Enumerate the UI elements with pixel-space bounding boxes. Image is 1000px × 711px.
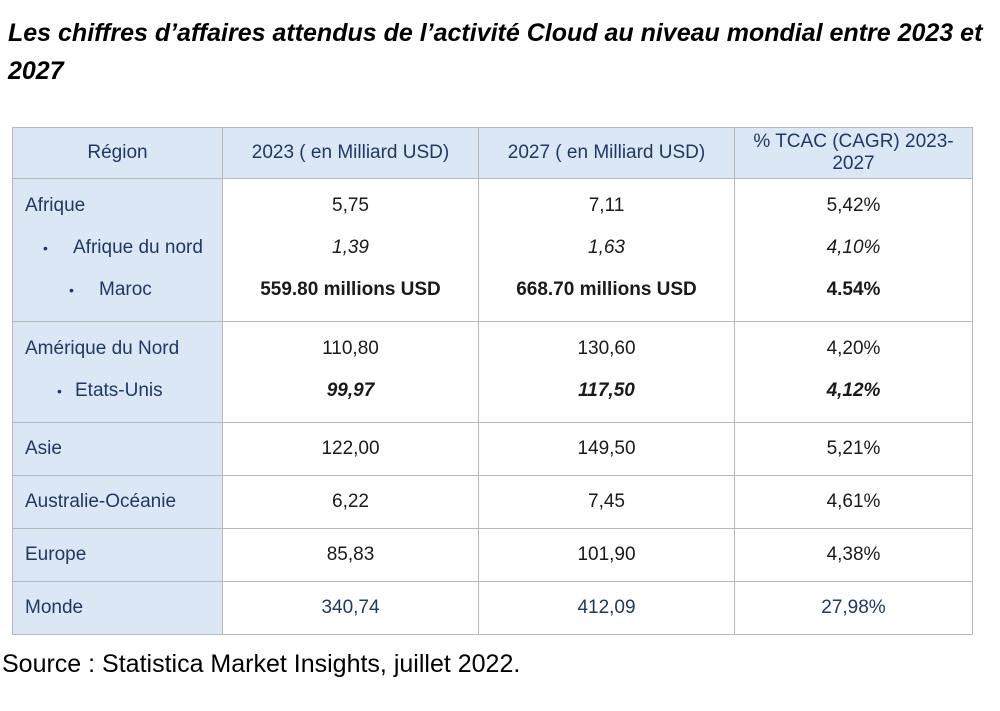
region-amerique-du-nord: Amérique du Nord [25,338,180,359]
tcac-cell-asie: 5,21% [734,422,973,476]
region-cell-australie: Australie-Océanie [12,475,223,529]
region-label: Maroc [99,279,152,300]
value-2023-amerique-du-nord: 110,80 [322,338,379,359]
bullet-icon: • [43,240,48,256]
table-row-amerique-du-nord: Amérique du Nord • Etats-Unis 110,80 99,9… [12,321,973,423]
value-2027-europe: 101,90 [577,544,636,565]
value-2023-afrique: 5,75 [332,195,369,216]
table-row-asie: Asie 122,00 149,50 5,21% [12,422,973,476]
table-row-afrique: Afrique • Afrique du nord • Maroc 5,75 1,3… [12,178,973,322]
region-cell-europe: Europe [12,528,223,582]
value-2027-afrique: 7,11 [588,195,625,216]
tcac-australie-oceanie: 4,61% [826,491,881,512]
tcac-maroc: 4.54% [826,279,881,300]
tcac-cell-amerique: 4,20% 4,12% [734,321,973,423]
value-2023-monde: 340,74 [321,597,380,618]
region-cell-afrique: Afrique • Afrique du nord • Maroc [12,178,223,322]
tcac-asie: 5,21% [826,438,881,459]
value-2027-etats-unis: 117,50 [578,380,635,401]
value-2023-europe: 85,83 [326,544,375,565]
bullet-icon: • [57,383,62,399]
header-2027: 2027 ( en Milliard USD) [478,127,735,179]
value-2027-cell-monde: 412,09 [478,581,735,635]
region-monde: Monde [25,597,84,618]
region-cell-asie: Asie [12,422,223,476]
value-2023-etats-unis: 99,97 [326,380,375,401]
value-2023-afrique-du-nord: 1,39 [332,237,369,258]
value-2023-asie: 122,00 [321,438,380,459]
region-cell-monde: Monde [12,581,223,635]
region-afrique-du-nord: • Afrique du nord [13,227,222,269]
value-2027-afrique-du-nord: 1,63 [588,237,625,258]
region-maroc: • Maroc [13,269,222,311]
region-australie-oceanie: Australie-Océanie [25,491,177,512]
header-row: Région 2023 ( en Milliard USD) 2027 ( en… [12,127,973,179]
source-note: Source : Statistica Market Insights, jui… [2,650,521,678]
value-2023-cell-monde: 340,74 [222,581,479,635]
tcac-afrique-du-nord: 4,10% [826,237,881,258]
value-2023-cell-amerique: 110,80 99,97 [222,321,479,423]
value-2027-asie: 149,50 [577,438,636,459]
tcac-cell-europe: 4,38% [734,528,973,582]
value-2027-australie-oceanie: 7,45 [588,491,625,512]
region-afrique: Afrique [25,195,86,216]
cloud-revenue-table: Région 2023 ( en Milliard USD) 2027 ( en… [12,127,973,635]
value-2023-australie-oceanie: 6,22 [332,491,369,512]
table-row-australie-oceanie: Australie-Océanie 6,22 7,45 4,61% [12,475,973,529]
value-2027-cell-australie: 7,45 [478,475,735,529]
table-body: Afrique • Afrique du nord • Maroc 5,75 1,3… [12,178,973,635]
value-2023-maroc: 559.80 millions USD [260,279,441,300]
document-title: Les chiffres d’affaires attendus de l’ac… [8,19,983,85]
table-header: Région 2023 ( en Milliard USD) 2027 ( en… [12,127,973,179]
tcac-cell-australie: 4,61% [734,475,973,529]
cloud-revenue-table-container: Région 2023 ( en Milliard USD) 2027 ( en… [12,127,973,635]
value-2027-cell-asie: 149,50 [478,422,735,476]
region-label: Etats-Unis [75,380,163,401]
value-2027-maroc: 668.70 millions USD [516,279,697,300]
table-row-europe: Europe 85,83 101,90 4,38% [12,528,973,582]
tcac-europe: 4,38% [826,544,881,565]
tcac-cell-afrique: 5,42% 4,10% 4.54% [734,178,973,322]
value-2027-monde: 412,09 [577,597,636,618]
value-2023-cell-australie: 6,22 [222,475,479,529]
tcac-monde: 27,98% [821,597,886,618]
header-region: Région [12,127,223,179]
region-label: Afrique du nord [73,237,203,258]
tcac-etats-unis: 4,12% [826,380,881,401]
region-asie: Asie [25,438,62,459]
bullet-icon: • [69,282,74,298]
tcac-amerique-du-nord: 4,20% [826,338,881,359]
value-2023-cell-asie: 122,00 [222,422,479,476]
region-europe: Europe [25,544,87,565]
tcac-afrique: 5,42% [826,195,881,216]
table-row-monde: Monde 340,74 412,09 27,98% [12,581,973,635]
region-etats-unis: • Etats-Unis [13,370,222,412]
value-2027-cell-europe: 101,90 [478,528,735,582]
value-2023-cell-europe: 85,83 [222,528,479,582]
tcac-cell-monde: 27,98% [734,581,973,635]
header-2023: 2023 ( en Milliard USD) [222,127,479,179]
value-2023-cell-afrique: 5,75 1,39 559.80 millions USD [222,178,479,322]
value-2027-amerique-du-nord: 130,60 [577,338,636,359]
value-2027-cell-amerique: 130,60 117,50 [478,321,735,423]
region-cell-amerique: Amérique du Nord • Etats-Unis [12,321,223,423]
value-2027-cell-afrique: 7,11 1,63 668.70 millions USD [478,178,735,322]
header-tcac: % TCAC (CAGR) 2023-2027 [734,127,973,179]
